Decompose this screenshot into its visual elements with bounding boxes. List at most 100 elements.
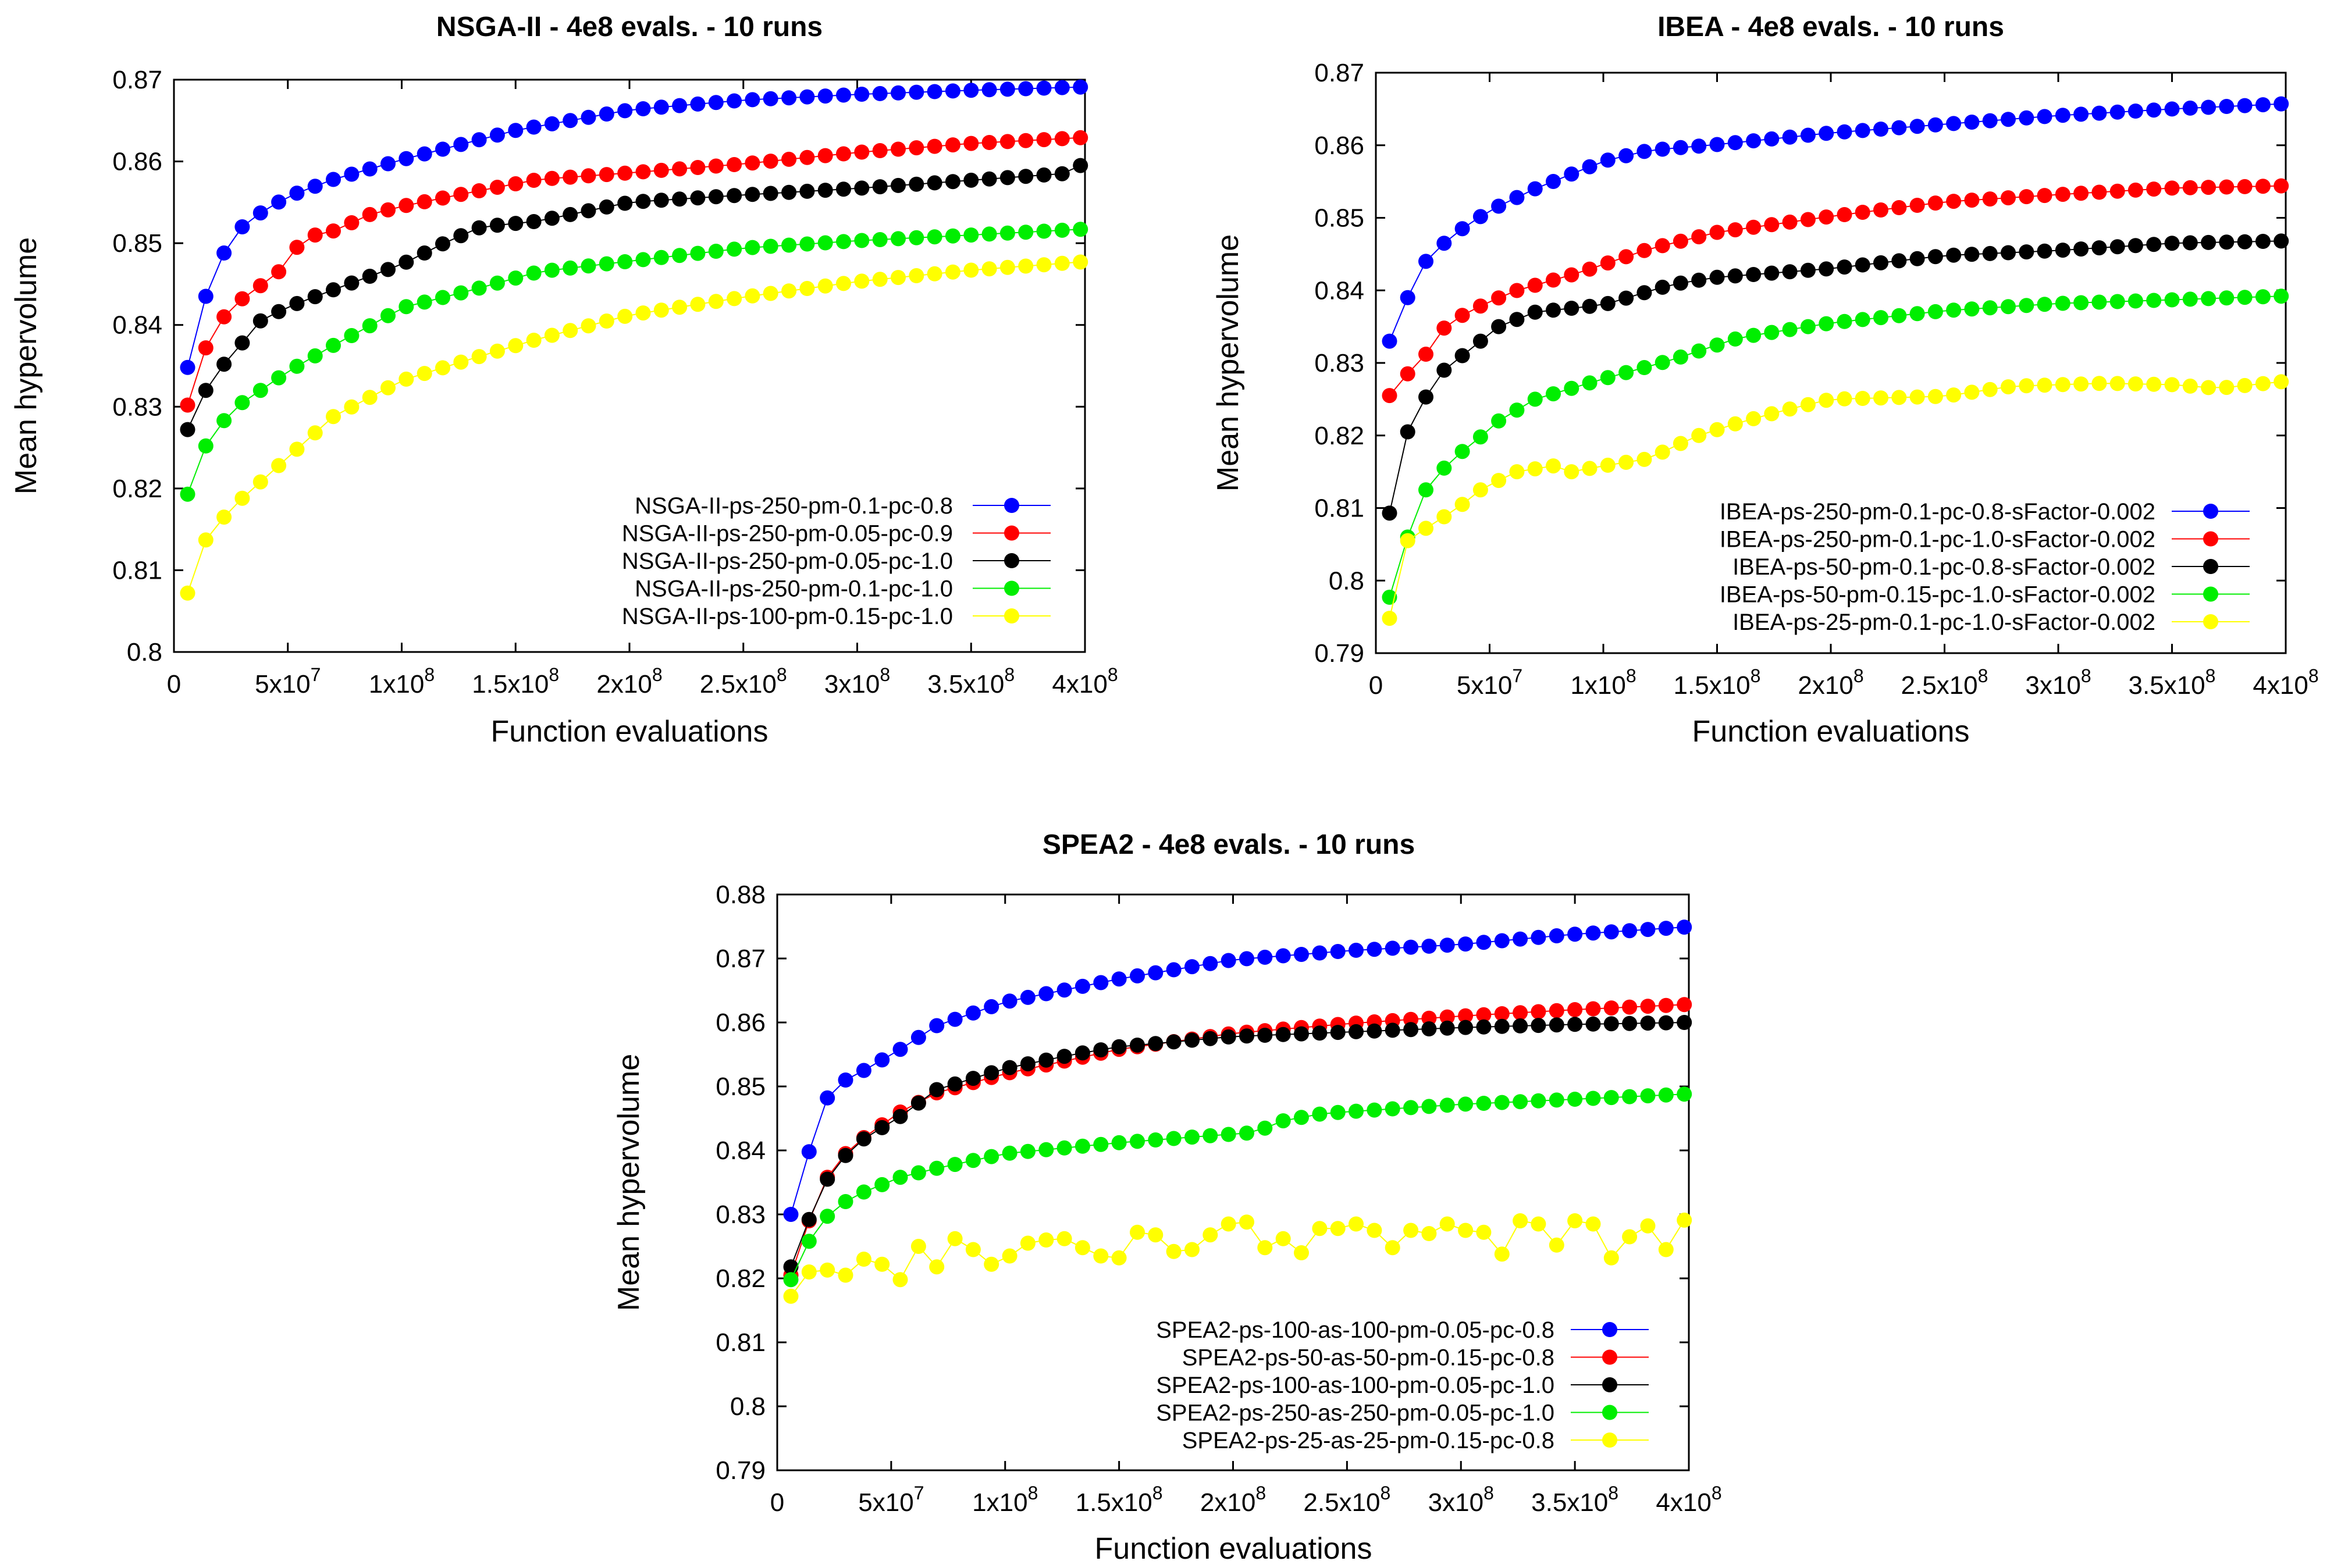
ibea-data-point (1964, 247, 1980, 262)
ibea-data-point (1837, 259, 1852, 275)
spea2-data-point (1330, 944, 1346, 959)
nsga-data-point (945, 264, 960, 280)
spea2-data-point (1603, 1090, 1619, 1106)
nsga-data-point (763, 186, 778, 201)
nsga-data-point (891, 141, 906, 157)
spea2-data-point (1567, 1092, 1583, 1107)
nsga-data-point (909, 268, 924, 283)
nsga-data-point (817, 183, 833, 198)
spea2-data-point (1603, 1000, 1619, 1016)
ibea-panel: IBEA - 4e8 evals. - 10 runs Mean hypervo… (1211, 12, 2319, 749)
nsga-data-point (362, 269, 378, 284)
nsga-data-point (180, 486, 195, 502)
nsga-data-point (380, 156, 396, 172)
spea2-legend-label: SPEA2-ps-50-as-50-pm-0.15-pc-0.8 (1182, 1345, 1554, 1371)
nsga-data-point (799, 149, 815, 165)
spea2-data-point (1038, 1052, 1054, 1068)
nsga-data-point (817, 278, 833, 294)
ibea-data-point (1527, 391, 1543, 407)
nsga-ii-series (180, 79, 1088, 601)
spea2-data-point (1513, 931, 1528, 947)
ibea-data-point (1891, 120, 1907, 136)
nsga-data-point (198, 288, 214, 304)
spea2-data-point (1202, 1031, 1218, 1046)
spea2-data-point (1239, 1028, 1254, 1044)
spea2-data-point (1239, 1125, 1254, 1141)
nsga-data-point (180, 397, 195, 413)
nsga-data-point (453, 137, 469, 152)
nsga-data-point (326, 282, 341, 298)
spea2-data-point (1111, 971, 1127, 987)
spea2-data-point (1531, 929, 1546, 945)
nsga-data-point (471, 220, 487, 236)
spea2-ytick-label: 0.83 (716, 1200, 766, 1229)
spea2-data-point (1640, 999, 1656, 1014)
nsga-legend-label: NSGA-II-ps-250-pm-0.1-pc-0.8 (635, 493, 953, 519)
nsga-legend-label: NSGA-II-ps-250-pm-0.05-pc-1.0 (622, 548, 953, 574)
ibea-data-point (1472, 482, 1488, 498)
spea2-data-point (1349, 1216, 1364, 1232)
ibea-ticks: 0.79 0.8 0.81 0.82 0.83 0.84 0.85 0.86 0.87 0 5x10… (1314, 59, 2318, 700)
nsga-ytick-label: 0.8 (127, 638, 162, 667)
nsga-ii-y-axis-label: Mean hypervolume (9, 237, 43, 494)
ibea-data-point (1764, 406, 1780, 422)
ibea-data-point (1582, 298, 1598, 314)
ibea-data-point (2182, 235, 2198, 251)
nsga-data-point (526, 119, 542, 135)
ibea-series-3 (1382, 288, 2289, 605)
ibea-legend-label: IBEA-ps-250-pm-0.1-pc-1.0-sFactor-0.002 (1720, 527, 2155, 553)
nsga-data-point (271, 194, 287, 210)
spea2-data-point (1439, 1097, 1455, 1113)
spea2-data-point (1567, 1002, 1583, 1017)
nsga-data-point (927, 229, 942, 245)
nsga-data-point (836, 87, 851, 103)
nsga-data-point (180, 585, 195, 601)
ibea-data-point (2001, 245, 2016, 261)
spea2-data-point (1531, 1004, 1546, 1020)
spea2-data-point (1020, 1235, 1036, 1251)
spea2-legend-label: SPEA2-ps-100-as-100-pm-0.05-pc-1.0 (1156, 1373, 1554, 1398)
spea2-data-point (1257, 1240, 1273, 1256)
ibea-data-point (2019, 378, 2034, 394)
spea2-data-point (1312, 945, 1328, 961)
nsga-data-point (690, 96, 706, 112)
spea2-data-point (1476, 1224, 1492, 1240)
spea2-data-point (1421, 1226, 1437, 1241)
nsga-ii-ticks: 0.8 0.81 0.82 0.83 0.84 0.85 0.86 0.87 0 5x107 1x1… (112, 66, 1118, 699)
ibea-data-point (1782, 401, 1798, 417)
nsga-data-point (581, 258, 596, 274)
spea2-xtick-label: 4x108 (1656, 1483, 1721, 1517)
spea2-series-line (790, 1093, 1685, 1280)
spea2-legend-marker (1602, 1349, 1617, 1365)
ibea-data-point (1891, 253, 1907, 269)
nsga-data-point (672, 248, 688, 263)
nsga-data-point (453, 228, 469, 244)
ibea-data-point (1472, 209, 1488, 224)
spea2-data-point (1330, 1025, 1346, 1040)
ibea-data-point (2237, 98, 2253, 113)
nsga-data-point (508, 123, 524, 138)
spea2-data-point (1038, 986, 1054, 1002)
spea2-data-point (929, 1018, 945, 1034)
ibea-ytick-label: 0.85 (1314, 204, 1364, 233)
ibea-data-point (1764, 265, 1780, 281)
spea2-data-point (910, 1029, 926, 1045)
ibea-data-point (2274, 374, 2289, 390)
ibea-data-point (1546, 458, 1561, 474)
nsga-data-point (417, 194, 432, 209)
spea2-legend-marker (1602, 1377, 1617, 1392)
nsga-data-point (271, 370, 287, 386)
spea2-data-point (783, 1207, 799, 1222)
ibea-data-point (1982, 245, 1998, 261)
nsga-data-point (489, 343, 505, 359)
spea2-xtick-label: 1.5x108 (1076, 1483, 1163, 1517)
nsga-data-point (945, 174, 960, 190)
ibea-data-point (1982, 113, 1998, 129)
nsga-data-point (417, 294, 432, 310)
nsga-data-point (999, 134, 1015, 149)
spea2-data-point (1385, 940, 1400, 956)
nsga-data-point (963, 83, 979, 98)
ibea-data-point (2055, 295, 2070, 311)
ibea-data-point (1727, 331, 1743, 347)
ibea-data-point (2274, 96, 2289, 112)
